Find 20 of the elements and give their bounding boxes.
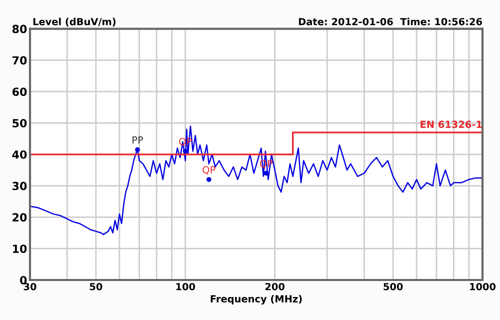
y-axis-title: Level (dBuV/m)	[33, 18, 116, 26]
y-tick-label: 30	[12, 182, 27, 190]
annotation: PP	[132, 136, 144, 144]
y-tick-label: 50	[12, 118, 27, 128]
y-tick-label: 20	[12, 213, 27, 222]
x-tick-label: 30	[24, 282, 36, 290]
y-tick-label: 10	[13, 244, 27, 253]
x-axis-title: Frequency (MHz)	[210, 294, 302, 304]
chart-subtitle: Date: 2012-01-06 Time: 10:56:26	[298, 18, 482, 26]
y-tick-label: 80	[12, 24, 27, 34]
x-tick-label: 100	[176, 282, 196, 290]
x-tick-label: 50	[90, 282, 102, 290]
y-tick-label: 70	[12, 56, 27, 65]
annotation: QP	[202, 166, 216, 175]
x-tick-label: 1000	[470, 282, 496, 290]
x-tick-label: 500	[384, 282, 403, 290]
x-tick-label: 200	[265, 282, 284, 290]
y-tick-label: 40	[12, 150, 27, 159]
y-tick-label: 0	[20, 276, 27, 284]
y-tick-label: 60	[12, 88, 27, 96]
